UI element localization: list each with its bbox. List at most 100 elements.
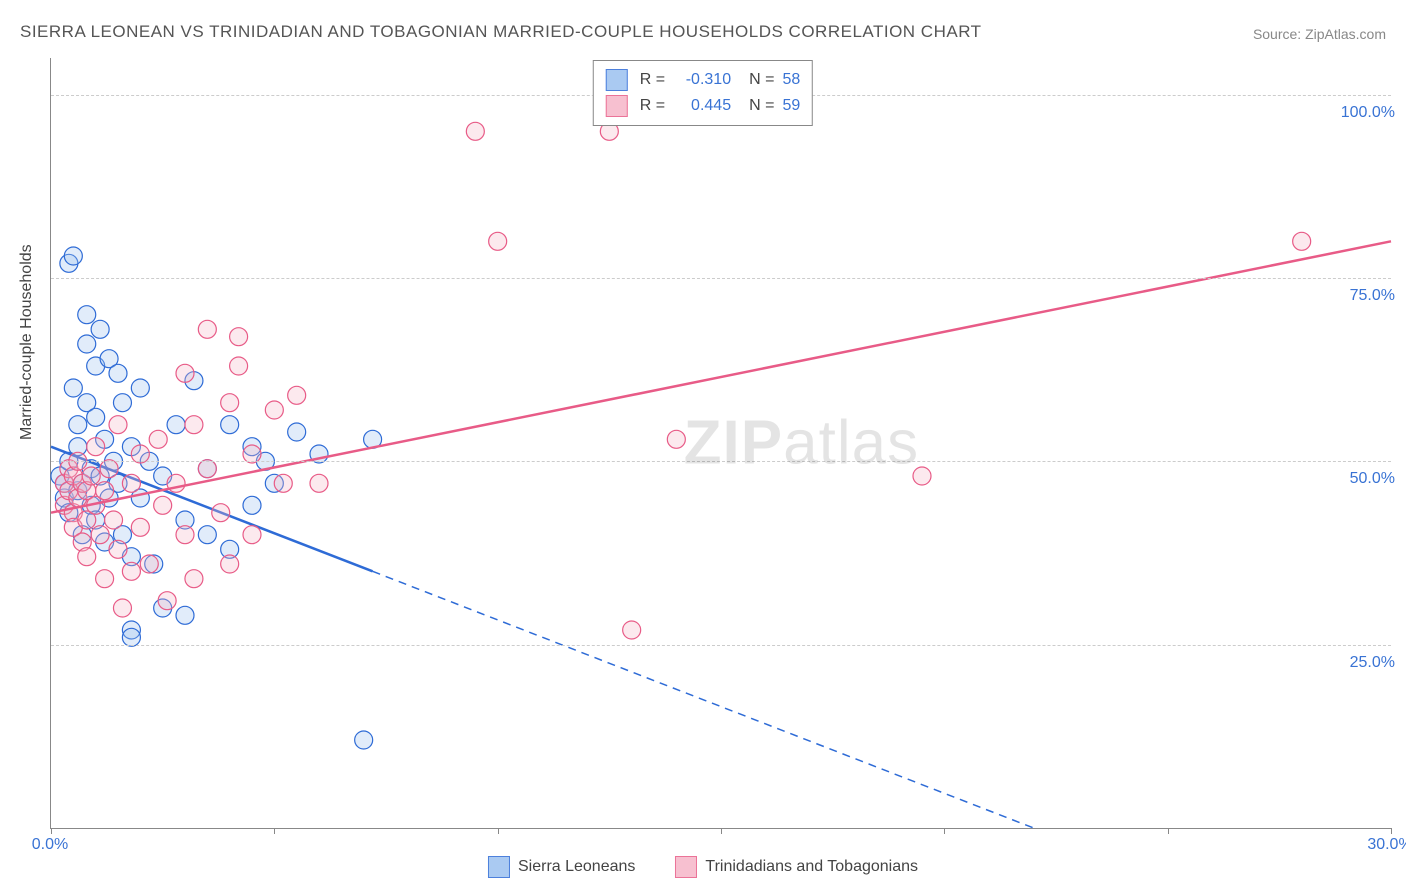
r-value: 0.445 <box>673 97 731 115</box>
x-tick <box>1391 828 1392 834</box>
x-tick <box>274 828 275 834</box>
data-point <box>265 401 283 419</box>
data-point <box>131 445 149 463</box>
data-point <box>78 306 96 324</box>
data-point <box>140 555 158 573</box>
data-point <box>355 731 373 749</box>
data-point <box>198 460 216 478</box>
n-label: N = <box>749 97 774 115</box>
chart-svg <box>51 58 1391 828</box>
trend-line <box>51 241 1391 512</box>
legend-series-label: Sierra Leoneans <box>518 858 635 876</box>
y-tick-label: 25.0% <box>1344 654 1395 672</box>
legend-series-label: Trinidadians and Tobagonians <box>705 858 918 876</box>
data-point <box>185 570 203 588</box>
data-point <box>69 416 87 434</box>
gridline <box>51 461 1391 462</box>
data-point <box>122 562 140 580</box>
data-point <box>221 416 239 434</box>
x-tick <box>721 828 722 834</box>
data-point <box>230 328 248 346</box>
data-point <box>109 540 127 558</box>
x-tick-label: 30.0% <box>1367 836 1406 854</box>
plot-area: ZIPatlas 25.0%50.0%75.0%100.0% <box>50 58 1391 829</box>
data-point <box>230 357 248 375</box>
r-label: R = <box>640 71 665 89</box>
data-point <box>105 511 123 529</box>
data-point <box>149 430 167 448</box>
data-point <box>212 504 230 522</box>
y-tick-label: 75.0% <box>1344 287 1395 305</box>
data-point <box>176 606 194 624</box>
r-value: -0.310 <box>673 71 731 89</box>
data-point <box>131 379 149 397</box>
data-point <box>100 460 118 478</box>
y-tick-label: 100.0% <box>1335 104 1395 122</box>
data-point <box>221 394 239 412</box>
data-point <box>113 394 131 412</box>
y-tick-label: 50.0% <box>1344 470 1395 488</box>
x-tick <box>944 828 945 834</box>
data-point <box>198 526 216 544</box>
data-point <box>310 474 328 492</box>
x-tick <box>1168 828 1169 834</box>
data-point <box>274 474 292 492</box>
data-point <box>243 526 261 544</box>
n-label: N = <box>749 71 774 89</box>
n-value: 59 <box>782 97 800 115</box>
data-point <box>489 232 507 250</box>
legend-series-item: Sierra Leoneans <box>488 856 635 878</box>
data-point <box>288 423 306 441</box>
data-point <box>243 445 261 463</box>
data-point <box>78 335 96 353</box>
legend-series-item: Trinidadians and Tobagonians <box>675 856 918 878</box>
x-tick <box>51 828 52 834</box>
data-point <box>91 526 109 544</box>
data-point <box>154 496 172 514</box>
x-tick <box>498 828 499 834</box>
data-point <box>96 570 114 588</box>
data-point <box>623 621 641 639</box>
gridline <box>51 278 1391 279</box>
data-point <box>243 496 261 514</box>
legend-correlation-row: R =0.445N =59 <box>606 93 800 119</box>
data-point <box>667 430 685 448</box>
data-point <box>91 320 109 338</box>
trend-line-extrapolated <box>373 571 1034 828</box>
data-point <box>82 467 100 485</box>
legend-swatch <box>675 856 697 878</box>
data-point <box>64 247 82 265</box>
legend-correlation: R = -0.310 N = 58R = 0.445 N = 59 <box>593 60 813 126</box>
n-value: 58 <box>782 71 800 89</box>
legend-swatch <box>606 95 628 117</box>
legend-swatch <box>606 69 628 91</box>
chart-title: SIERRA LEONEAN VS TRINIDADIAN AND TOBAGO… <box>20 22 982 42</box>
data-point <box>131 518 149 536</box>
data-point <box>158 592 176 610</box>
data-point <box>78 548 96 566</box>
data-point <box>288 386 306 404</box>
data-point <box>913 467 931 485</box>
y-axis-label: Married-couple Households <box>18 244 36 440</box>
x-tick-label: 0.0% <box>32 836 68 854</box>
data-point <box>1293 232 1311 250</box>
data-point <box>87 408 105 426</box>
gridline <box>51 645 1391 646</box>
data-point <box>122 474 140 492</box>
data-point <box>176 526 194 544</box>
legend-series: Sierra Leoneans Trinidadians and Tobagoni… <box>488 856 918 878</box>
data-point <box>64 379 82 397</box>
data-point <box>176 364 194 382</box>
legend-correlation-row: R = -0.310 N = 58 <box>606 67 800 93</box>
source-attribution: Source: ZipAtlas.com <box>1253 26 1386 42</box>
data-point <box>198 320 216 338</box>
data-point <box>109 416 127 434</box>
data-point <box>113 599 131 617</box>
data-point <box>87 438 105 456</box>
data-point <box>185 416 203 434</box>
legend-swatch <box>488 856 510 878</box>
data-point <box>109 364 127 382</box>
data-point <box>466 122 484 140</box>
data-point <box>221 555 239 573</box>
data-point <box>167 416 185 434</box>
